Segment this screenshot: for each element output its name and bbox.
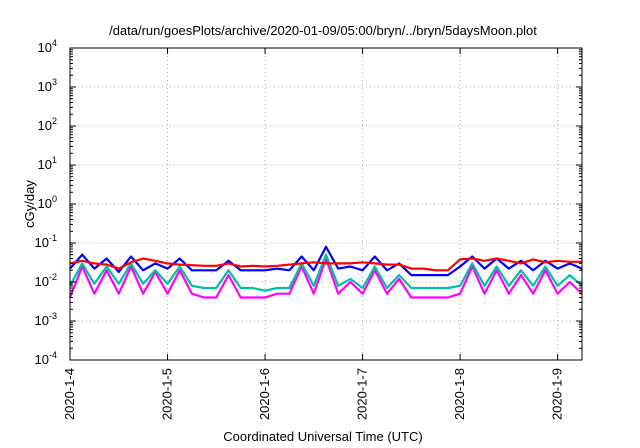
grid-lines — [70, 48, 582, 360]
series-lines — [68, 245, 583, 299]
y-tick-label: 100 — [38, 194, 57, 211]
series-line-2 — [69, 253, 583, 292]
chart-title: /data/run/goesPlots/archive/2020-01-09/0… — [109, 23, 537, 38]
series-line-0 — [69, 257, 582, 272]
x-tick-label: 2020-1-9 — [550, 368, 565, 420]
x-tick-label: 2020-1-6 — [257, 368, 272, 420]
series-line-3 — [68, 257, 583, 299]
x-tick-label: 2020-1-7 — [355, 368, 370, 420]
x-tick-label: 2020-1-4 — [62, 368, 77, 420]
y-tick-label: 104 — [38, 38, 57, 55]
x-tick-label: 2020-1-8 — [452, 368, 467, 420]
y-tick-label: 101 — [38, 155, 57, 172]
y-axis-ticks: 10-4 10-3 10-2 10-1 100 101 102 103 104 — [35, 38, 582, 367]
y-tick-label: 102 — [38, 116, 57, 133]
y-tick-label: 10-2 — [35, 272, 57, 289]
x-tick-label: 2020-1-5 — [160, 368, 175, 420]
y-tick-label: 10-4 — [35, 350, 57, 367]
y-axis-label: cGy/day — [22, 180, 37, 228]
x-axis-ticks: 2020-1-4 2020-1-5 2020-1-6 2020-1-7 2020-1-8… — [62, 48, 565, 420]
x-axis-label: Coordinated Universal Time (UTC) — [223, 429, 422, 444]
y-tick-label: 10-1 — [35, 233, 57, 250]
y-tick-label: 10-3 — [35, 311, 57, 328]
y-tick-label: 103 — [38, 77, 57, 94]
